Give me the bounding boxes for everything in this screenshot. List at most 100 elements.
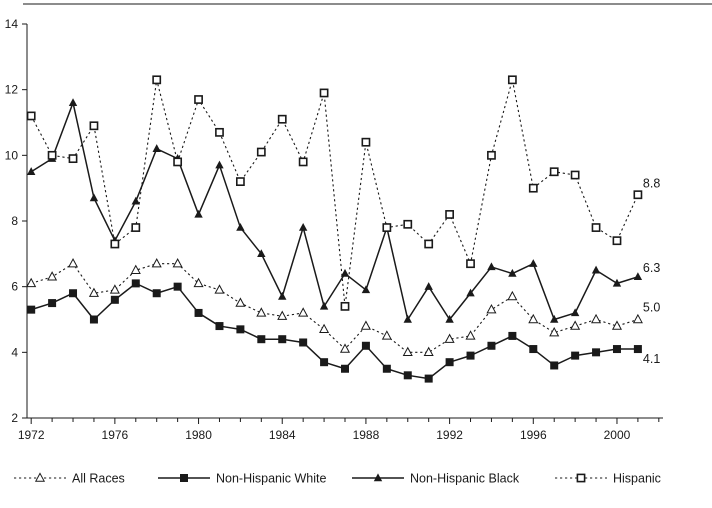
data-point-nh_white xyxy=(257,335,266,344)
data-point-all_races xyxy=(47,271,58,281)
data-point-nh_black xyxy=(215,160,224,169)
data-point-hispanic xyxy=(47,150,57,160)
data-point-nh_black xyxy=(340,268,350,277)
x-tick-label: 1992 xyxy=(436,428,463,442)
data-point-nh_white xyxy=(550,361,559,370)
data-point-hispanic xyxy=(591,223,601,232)
x-tick-label: 1976 xyxy=(102,428,129,442)
x-tick-label: 1972 xyxy=(18,428,45,442)
y-tick-label: 10 xyxy=(5,148,19,162)
legend-marker-nh_white xyxy=(180,474,188,482)
data-point-hispanic xyxy=(528,183,538,193)
data-point-all_races xyxy=(214,284,225,294)
axes: 2 4 6 8 10 12 14 1972 1976 1980 1984 1988 1992 1996 20… xyxy=(5,17,663,442)
data-point-all_races xyxy=(381,330,392,340)
data-point-nh_black xyxy=(278,291,287,300)
legend-label-nh_white: Non-Hispanic White xyxy=(216,472,327,486)
series-hispanic xyxy=(26,75,643,311)
y-tick-label: 8 xyxy=(11,214,18,228)
data-point-nh_white xyxy=(361,341,370,350)
end-label-all_races: 5.0 xyxy=(643,301,660,315)
data-point-hispanic xyxy=(487,150,496,160)
data-point-nh_black xyxy=(131,196,140,205)
data-point-all_races xyxy=(549,326,560,337)
legend-label-nh_black: Non-Hispanic Black xyxy=(410,472,520,486)
data-point-all_races xyxy=(591,313,602,324)
legend-label-all_races: All Races xyxy=(72,472,125,486)
x-tick-label: 1984 xyxy=(269,428,296,442)
legend-label-hispanic: Hispanic xyxy=(613,472,661,486)
data-point-nh_white xyxy=(592,348,601,357)
data-point-nh_white xyxy=(341,364,349,373)
legend: All Races Non-Hispanic White Non-Hispanic … xyxy=(14,472,661,486)
data-point-hispanic xyxy=(256,147,266,157)
data-point-hispanic xyxy=(570,170,580,180)
series-nh_white xyxy=(27,279,642,383)
data-point-all_races xyxy=(319,323,330,334)
data-point-nh_white xyxy=(152,289,161,298)
data-point-nh_white xyxy=(89,315,98,324)
data-point-nh_black xyxy=(529,259,538,267)
legend-item-nh_white: Non-Hispanic White xyxy=(158,472,327,486)
legend-item-all_races: All Races xyxy=(14,472,125,486)
x-tick-label: 1988 xyxy=(353,428,380,442)
data-point-nh_black xyxy=(633,272,643,281)
y-tick-label: 6 xyxy=(11,280,18,294)
data-point-hispanic xyxy=(215,127,224,137)
data-point-nh_black xyxy=(319,301,329,310)
series-layer xyxy=(26,75,643,383)
data-point-hispanic xyxy=(549,167,559,177)
data-point-hispanic xyxy=(382,223,392,232)
data-point-nh_black xyxy=(508,268,517,277)
data-point-nh_white xyxy=(299,338,308,347)
data-point-hispanic xyxy=(403,219,413,229)
end-label-hispanic: 8.8 xyxy=(643,177,660,191)
data-point-all_races xyxy=(235,297,246,307)
data-point-all_races xyxy=(193,277,204,288)
y-tick-label: 4 xyxy=(11,345,18,359)
data-point-all_races xyxy=(130,264,141,274)
data-point-nh_white xyxy=(508,331,517,340)
data-point-all_races xyxy=(465,330,476,340)
data-point-all_races xyxy=(632,313,643,324)
data-point-nh_black xyxy=(361,285,371,294)
data-point-hispanic xyxy=(89,121,99,131)
data-point-nh_white xyxy=(424,374,433,383)
series-all_races xyxy=(26,258,643,357)
data-point-hispanic xyxy=(507,75,517,85)
data-point-nh_white xyxy=(382,364,391,373)
data-point-all_races xyxy=(109,284,120,294)
data-point-nh_white xyxy=(278,335,287,344)
data-point-all_races xyxy=(26,277,37,288)
y-tick-label: 14 xyxy=(5,17,19,31)
data-point-nh_black xyxy=(445,314,454,323)
data-point-nh_black xyxy=(612,278,622,287)
legend-item-nh_black: Non-Hispanic Black xyxy=(352,472,520,486)
data-point-all_races xyxy=(339,343,351,353)
data-point-hispanic xyxy=(235,177,245,186)
data-point-nh_white xyxy=(131,279,140,288)
data-point-nh_white xyxy=(320,358,329,367)
data-point-nh_white xyxy=(215,322,224,331)
data-point-all_races xyxy=(256,307,267,317)
data-point-nh_white xyxy=(48,299,57,308)
data-point-all_races xyxy=(570,320,581,330)
data-point-all_races xyxy=(528,313,539,324)
data-point-nh_black xyxy=(403,314,412,323)
data-point-hispanic xyxy=(277,114,287,124)
series-line-hispanic xyxy=(30,79,639,307)
data-point-hispanic xyxy=(26,111,36,121)
legend-marker-nh_black xyxy=(373,473,383,482)
data-point-nh_black xyxy=(236,222,245,231)
data-point-nh_black xyxy=(424,282,433,290)
x-tick-label: 1996 xyxy=(520,428,547,442)
data-point-all_races xyxy=(444,333,455,343)
data-point-nh_white xyxy=(194,308,203,317)
data-point-nh_black xyxy=(487,262,496,271)
data-point-hispanic xyxy=(633,190,643,200)
data-point-nh_black xyxy=(68,98,78,106)
data-point-nh_black xyxy=(194,209,203,218)
data-point-all_races xyxy=(611,320,623,330)
data-point-hispanic xyxy=(424,239,434,249)
